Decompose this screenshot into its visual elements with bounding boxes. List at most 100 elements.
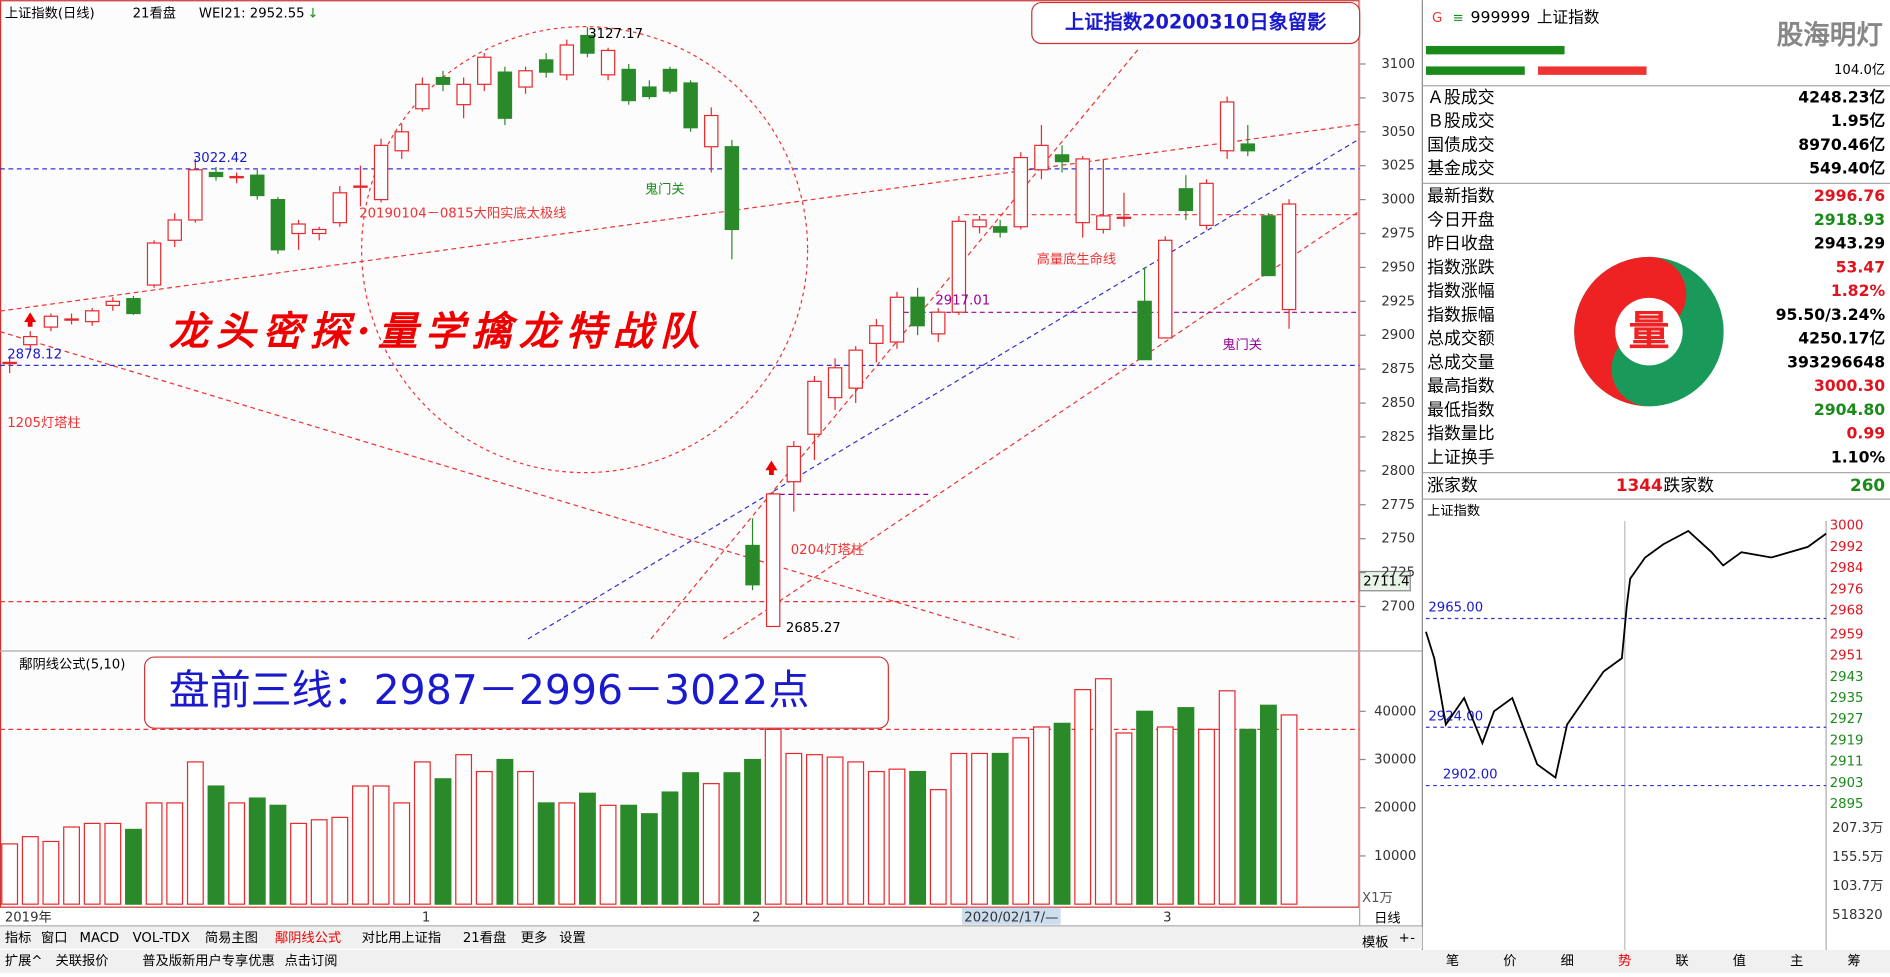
y-tick-label: 2875 — [1381, 362, 1415, 377]
candle-body — [250, 174, 265, 197]
candle-body — [23, 335, 38, 346]
ratio-bar — [1425, 66, 1525, 75]
title-box — [1031, 1, 1361, 45]
toolbar-tab[interactable]: 设置 — [559, 930, 586, 946]
volume-bar — [1, 843, 19, 905]
quote-value: 4248.23亿 — [1798, 87, 1885, 106]
side-tab[interactable]: 联 — [1675, 953, 1688, 969]
side-tab[interactable]: 细 — [1561, 953, 1574, 969]
volume-bar — [1280, 714, 1298, 905]
y-tick-label: 2895 — [1830, 797, 1864, 812]
volume-bar — [1198, 728, 1215, 905]
candle-body — [704, 114, 719, 148]
side-tab[interactable]: 价 — [1503, 954, 1516, 969]
x-label: 2020/02/17/— — [964, 910, 1058, 925]
quote-label: 指数涨幅 — [1427, 281, 1495, 301]
menu-icon: ≡ — [1452, 11, 1463, 26]
volume-bar — [888, 768, 906, 905]
volume-bar — [744, 758, 761, 905]
toolbar-tab[interactable]: 更多 — [521, 929, 548, 946]
toolbar-tab[interactable]: 21看盘 — [463, 929, 506, 946]
down-label: 跌家数 — [1663, 475, 1714, 495]
volume-bar — [434, 778, 452, 905]
candle-body — [456, 83, 471, 106]
volume-bar — [847, 761, 865, 905]
candle-body — [332, 192, 348, 224]
side-tab[interactable]: 筹 — [1847, 952, 1860, 969]
indicator: WEI21: 2952.55 — [199, 6, 305, 21]
candle-body — [1281, 203, 1297, 311]
toolbar-tab[interactable]: MACD — [80, 931, 120, 946]
volume-bar — [1053, 722, 1071, 905]
volume-bar — [352, 785, 369, 905]
toolbar-tab[interactable]: 指标 — [5, 930, 32, 946]
status-item[interactable]: 普及版新用户专享优惠 — [142, 952, 275, 969]
side-tab[interactable]: 值 — [1733, 953, 1746, 969]
candle-body — [2, 361, 17, 365]
y-tick-label: 2925 — [1381, 294, 1415, 309]
toolbar-tab[interactable]: 对比用上证指 — [362, 930, 442, 946]
y-tick-label: 2950 — [1381, 260, 1415, 275]
toolbar-tab[interactable]: 窗口 — [41, 929, 68, 946]
side-tab[interactable]: 主 — [1790, 953, 1803, 969]
volume-bar — [1156, 726, 1174, 905]
annotation: 20190104－0815大阳实底太极线 — [359, 205, 566, 221]
volume-bar — [991, 752, 1009, 905]
y-tick-label: 2943 — [1830, 670, 1864, 685]
logo: 量 — [1574, 256, 1724, 407]
annotation: 鬼门关 — [1222, 337, 1262, 353]
volume-bar — [950, 752, 968, 905]
quote-label: 基金成交 — [1427, 158, 1495, 178]
cursor-box — [1359, 570, 1411, 592]
y-tick-label: 30000 — [1374, 753, 1416, 768]
zoom-in[interactable]: + — [1399, 931, 1410, 946]
circle-annotation — [361, 26, 809, 474]
y-tick-label: 40000 — [1374, 704, 1416, 719]
volume-bar — [290, 822, 307, 905]
zoom-out[interactable]: - — [1410, 931, 1415, 946]
volume-bar — [517, 770, 534, 905]
y-tick-label: 2935 — [1830, 691, 1864, 706]
candle-body — [1240, 143, 1256, 152]
toolbar-tab[interactable]: VOL-TDX — [133, 931, 190, 946]
slogan: 龙头密探·量学擒龙特战队 — [169, 309, 707, 355]
volume-bar — [579, 792, 596, 905]
volume-bar — [1115, 732, 1133, 905]
candle-body — [580, 34, 595, 54]
y-tick-label: 20000 — [1374, 801, 1416, 816]
candle-body — [1034, 144, 1049, 171]
y-tick-label: 2951 — [1830, 649, 1864, 664]
volume-bar — [496, 758, 514, 905]
candle-body — [889, 296, 905, 343]
candle-body — [146, 242, 162, 286]
candle-body — [84, 310, 100, 323]
volume-bar — [682, 772, 700, 905]
toolbar — [0, 927, 1423, 949]
volume-bar — [166, 802, 184, 905]
trend-lines — [0, 47, 1360, 730]
volume-bar — [909, 770, 927, 905]
quote-value: 4250.17亿 — [1798, 329, 1885, 348]
toolbar-tab[interactable]: 鄅阴线公式 — [275, 930, 341, 946]
candle-body — [1199, 182, 1214, 226]
candle-body — [869, 325, 884, 344]
side-tab[interactable]: 笔 — [1446, 953, 1459, 969]
quote-value: 8970.46亿 — [1798, 135, 1885, 154]
candle-body — [1137, 300, 1152, 361]
side-tab[interactable]: 势 — [1618, 953, 1631, 969]
volume-bar — [207, 785, 225, 905]
toolbar-tab[interactable]: 简易主图 — [205, 929, 258, 946]
volume-bar — [1177, 707, 1195, 905]
volume-bar — [186, 761, 204, 905]
y-tick-label: 3050 — [1381, 125, 1415, 140]
volume-bar — [228, 802, 246, 905]
volume-bar — [1136, 710, 1154, 905]
candle-body — [848, 349, 863, 389]
intraday-title: 上证指数 — [1427, 503, 1480, 519]
status-item[interactable]: 关联报价 — [55, 953, 108, 969]
candle-body — [745, 544, 760, 586]
candle-body — [353, 185, 368, 188]
status-item[interactable]: 点击订阅 — [284, 953, 337, 969]
candle-body — [64, 318, 79, 321]
status-item[interactable]: 扩展^ — [5, 953, 43, 969]
